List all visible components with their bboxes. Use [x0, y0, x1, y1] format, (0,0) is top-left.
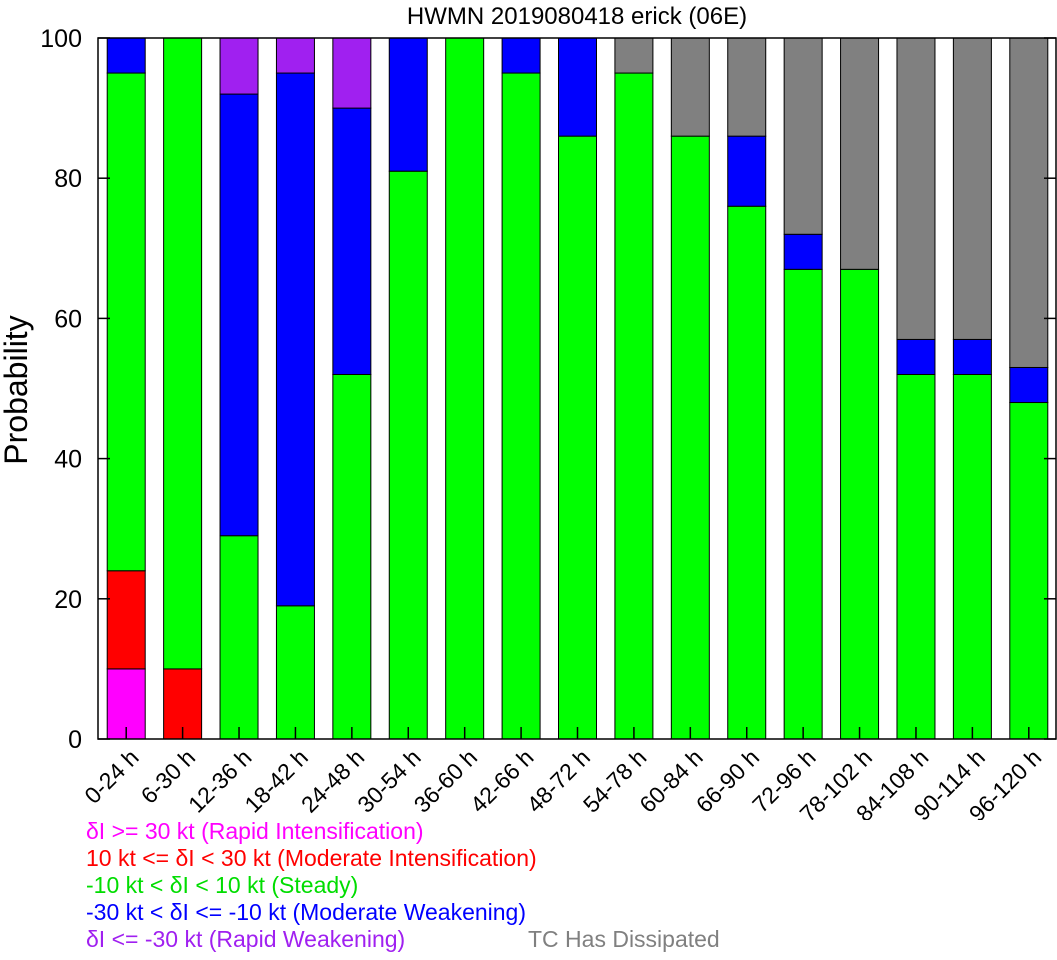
bar-segment-moderate-weakening	[501, 37, 541, 74]
bar-segment-steady	[445, 37, 485, 740]
bar-segment-steady	[388, 170, 428, 740]
legend-rapid-weakening: δI <= -30 kt (Rapid Weakening)	[86, 926, 406, 952]
bar-segment-rapid-weakening	[332, 37, 372, 109]
bar-segment-steady	[727, 205, 767, 740]
bar-segment-moderate-weakening	[558, 37, 597, 137]
bar-segment-dissipated	[840, 37, 880, 270]
y-axis-label: Probability	[0, 315, 34, 464]
legend-moderate-intensification: 10 kt <= δI < 30 kt (Moderate Intensific…	[86, 845, 537, 871]
x-tick-label: 0-24 h	[79, 744, 144, 809]
bar-segment-steady	[952, 373, 992, 740]
stacked-bar-chart: HWMN 2019080418 erick (06E) Probability …	[0, 3, 1057, 820]
y-tick-label: 20	[54, 586, 82, 614]
bar-segment-steady	[614, 72, 654, 740]
bar-segment-dissipated	[952, 37, 992, 340]
bar-segment-steady	[219, 535, 259, 740]
y-tick-label: 80	[54, 165, 82, 193]
bar-segment-steady	[332, 373, 372, 740]
bar-segment-moderate-weakening	[388, 37, 428, 172]
bars-layer	[106, 37, 1049, 740]
bar-segment-dissipated	[1009, 37, 1049, 368]
y-tick-label: 0	[68, 726, 82, 754]
bar-segment-moderate-weakening	[332, 107, 372, 375]
legend: δI >= 30 kt (Rapid Intensification) 10 k…	[86, 818, 537, 953]
bar-segment-moderate-weakening	[275, 72, 315, 607]
bar-segment-moderate-weakening	[1009, 366, 1049, 404]
bar-segment-moderate-weakening	[783, 233, 823, 270]
bar-segment-dissipated	[783, 37, 823, 235]
legend-steady: -10 kt < δI < 10 kt (Steady)	[86, 872, 359, 898]
legend-moderate-weakening: -30 kt < δI <= -10 kt (Moderate Weakenin…	[86, 899, 527, 925]
bar-segment-steady	[840, 268, 880, 740]
legend-rapid-intensification: δI >= 30 kt (Rapid Intensification)	[86, 818, 424, 844]
bar-segment-steady	[501, 72, 541, 740]
bar-segment-dissipated	[614, 37, 654, 74]
bar-segment-steady	[106, 72, 146, 572]
bar-segment-moderate-weakening	[896, 338, 936, 375]
bar-segment-moderate-weakening	[952, 338, 992, 375]
bar-segment-dissipated	[727, 37, 767, 137]
bar-segment-moderate-intensification	[106, 570, 146, 670]
bar-segment-moderate-weakening	[727, 135, 767, 207]
bar-segment-steady	[558, 135, 597, 740]
legend-dissipated: TC Has Dissipated	[528, 926, 720, 952]
y-tick-label: 100	[40, 25, 82, 53]
bar-segment-steady	[783, 268, 823, 740]
bar-segment-moderate-weakening	[106, 37, 146, 74]
bar-segment-moderate-weakening	[219, 93, 259, 537]
bar-segment-steady	[163, 37, 203, 670]
bar-segment-steady	[670, 135, 710, 740]
bar-segment-steady	[896, 373, 936, 740]
chart-title: HWMN 2019080418 erick (06E)	[407, 3, 747, 30]
bar-segment-dissipated	[670, 37, 710, 137]
bar-segment-dissipated	[896, 37, 936, 340]
bar-segment-steady	[1009, 402, 1049, 740]
y-tick-label: 40	[54, 446, 82, 474]
bar-segment-steady	[275, 605, 315, 740]
bar-segment-rapid-weakening	[275, 37, 315, 74]
y-tick-label: 60	[54, 305, 82, 333]
bar-segment-rapid-weakening	[219, 37, 259, 95]
